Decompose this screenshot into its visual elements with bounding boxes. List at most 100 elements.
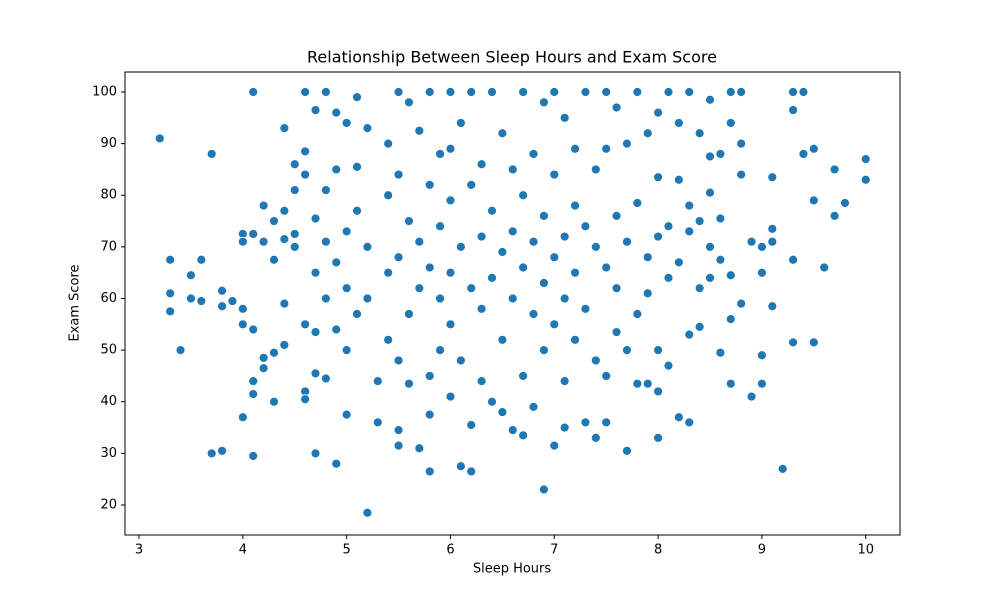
point [487, 396, 497, 407]
point [383, 334, 394, 345]
point [310, 213, 321, 224]
point [248, 376, 259, 386]
point [528, 402, 539, 412]
point [248, 229, 259, 239]
point [279, 340, 290, 350]
point [611, 210, 622, 221]
point [767, 301, 778, 312]
point [165, 306, 176, 317]
point [570, 267, 580, 278]
point [289, 241, 300, 252]
point [507, 425, 518, 436]
point [829, 210, 840, 221]
point [788, 105, 798, 115]
point [590, 355, 601, 366]
point [435, 345, 445, 356]
point [258, 236, 269, 247]
x-tick-label: 10 [857, 543, 874, 558]
point [289, 159, 300, 170]
point [445, 319, 456, 330]
point [466, 180, 477, 190]
y-tick-label: 70 [100, 239, 117, 254]
point [393, 252, 404, 263]
point [653, 231, 664, 242]
y-tick-label: 90 [100, 136, 117, 151]
point [487, 205, 497, 216]
point [632, 309, 643, 319]
point [570, 334, 580, 345]
point [632, 87, 643, 97]
point [393, 440, 404, 451]
point [404, 378, 414, 389]
point [746, 391, 757, 402]
point [559, 231, 570, 242]
point [320, 185, 331, 195]
point [673, 118, 684, 128]
point [497, 128, 508, 139]
point [227, 296, 238, 306]
point [310, 267, 321, 278]
point [424, 371, 435, 381]
point [736, 87, 747, 97]
point [320, 373, 331, 384]
point [590, 164, 601, 175]
point [248, 389, 259, 399]
point [684, 87, 695, 97]
point [341, 283, 352, 294]
point [653, 386, 664, 397]
point [570, 143, 580, 154]
point [767, 172, 778, 183]
point [757, 267, 767, 278]
point [653, 107, 664, 118]
point [237, 319, 248, 330]
point [352, 92, 362, 103]
point [746, 236, 757, 247]
point [840, 198, 850, 208]
point [487, 272, 497, 283]
point [393, 425, 404, 436]
point [611, 327, 622, 337]
point [331, 107, 342, 118]
point [653, 172, 664, 183]
point [206, 448, 217, 459]
y-tick-label: 100 [92, 84, 117, 99]
point [320, 236, 331, 247]
point [590, 241, 601, 252]
point [300, 394, 311, 405]
point [310, 327, 321, 337]
point [715, 254, 726, 265]
point [673, 257, 684, 268]
point [269, 254, 279, 265]
point [476, 303, 487, 314]
point [808, 337, 819, 348]
point [622, 445, 632, 456]
point [393, 87, 404, 97]
point [279, 298, 290, 309]
point [383, 190, 394, 201]
point [622, 138, 632, 149]
point [663, 360, 674, 371]
point [798, 87, 809, 97]
point [445, 87, 456, 97]
point [237, 236, 248, 247]
point [788, 337, 798, 348]
point [725, 378, 736, 389]
point [269, 396, 279, 407]
point [424, 87, 435, 97]
point [455, 355, 466, 366]
point [341, 409, 352, 420]
point [622, 236, 632, 247]
point [694, 321, 705, 332]
point [186, 270, 196, 281]
point [559, 422, 570, 433]
point [549, 440, 560, 451]
point [445, 195, 456, 206]
point [206, 149, 217, 159]
point [757, 350, 767, 361]
point [736, 138, 747, 149]
point [320, 87, 331, 97]
point [165, 288, 176, 299]
point [632, 378, 643, 389]
point [549, 252, 560, 263]
point [518, 262, 529, 273]
